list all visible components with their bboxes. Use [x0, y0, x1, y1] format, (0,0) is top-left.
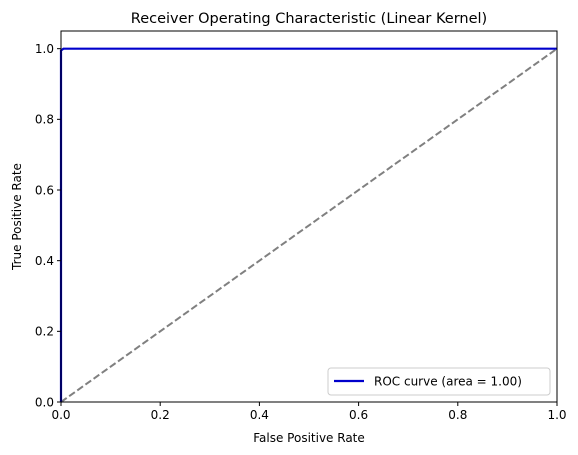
- chart-title: Receiver Operating Characteristic (Linea…: [131, 11, 487, 27]
- x-tick-label: 1.0: [547, 408, 566, 422]
- y-tick-label: 1.0: [35, 42, 54, 56]
- y-axis-label: True Positive Rate: [10, 163, 24, 271]
- legend-box: [327, 367, 551, 396]
- x-tick-label: 0.8: [448, 408, 467, 422]
- plot-frame: [60, 30, 558, 403]
- legend-label-roc: ROC curve (area = 1.00): [374, 375, 522, 389]
- x-axis: 0.0 0.2 0.4 0.6 0.8 1.0: [51, 402, 567, 422]
- y-tick-label: 0.4: [35, 254, 54, 268]
- y-tick-label: 0.0: [35, 395, 54, 409]
- series-line-reference: [60, 47, 558, 403]
- y-axis: 0.0 0.2 0.4 0.6 0.8 1.0: [35, 42, 61, 409]
- x-tick-label: 0.0: [51, 408, 70, 422]
- x-tick-label: 0.6: [349, 408, 368, 422]
- y-tick-label: 0.6: [35, 183, 54, 197]
- x-tick-label: 0.4: [250, 408, 269, 422]
- legend: ROC curve (area = 1.00): [327, 367, 551, 396]
- x-tick-label: 0.2: [151, 408, 170, 422]
- y-tick-label: 0.2: [35, 325, 54, 339]
- x-axis-label: False Positive Rate: [253, 431, 365, 445]
- y-tick-label: 0.8: [35, 113, 54, 127]
